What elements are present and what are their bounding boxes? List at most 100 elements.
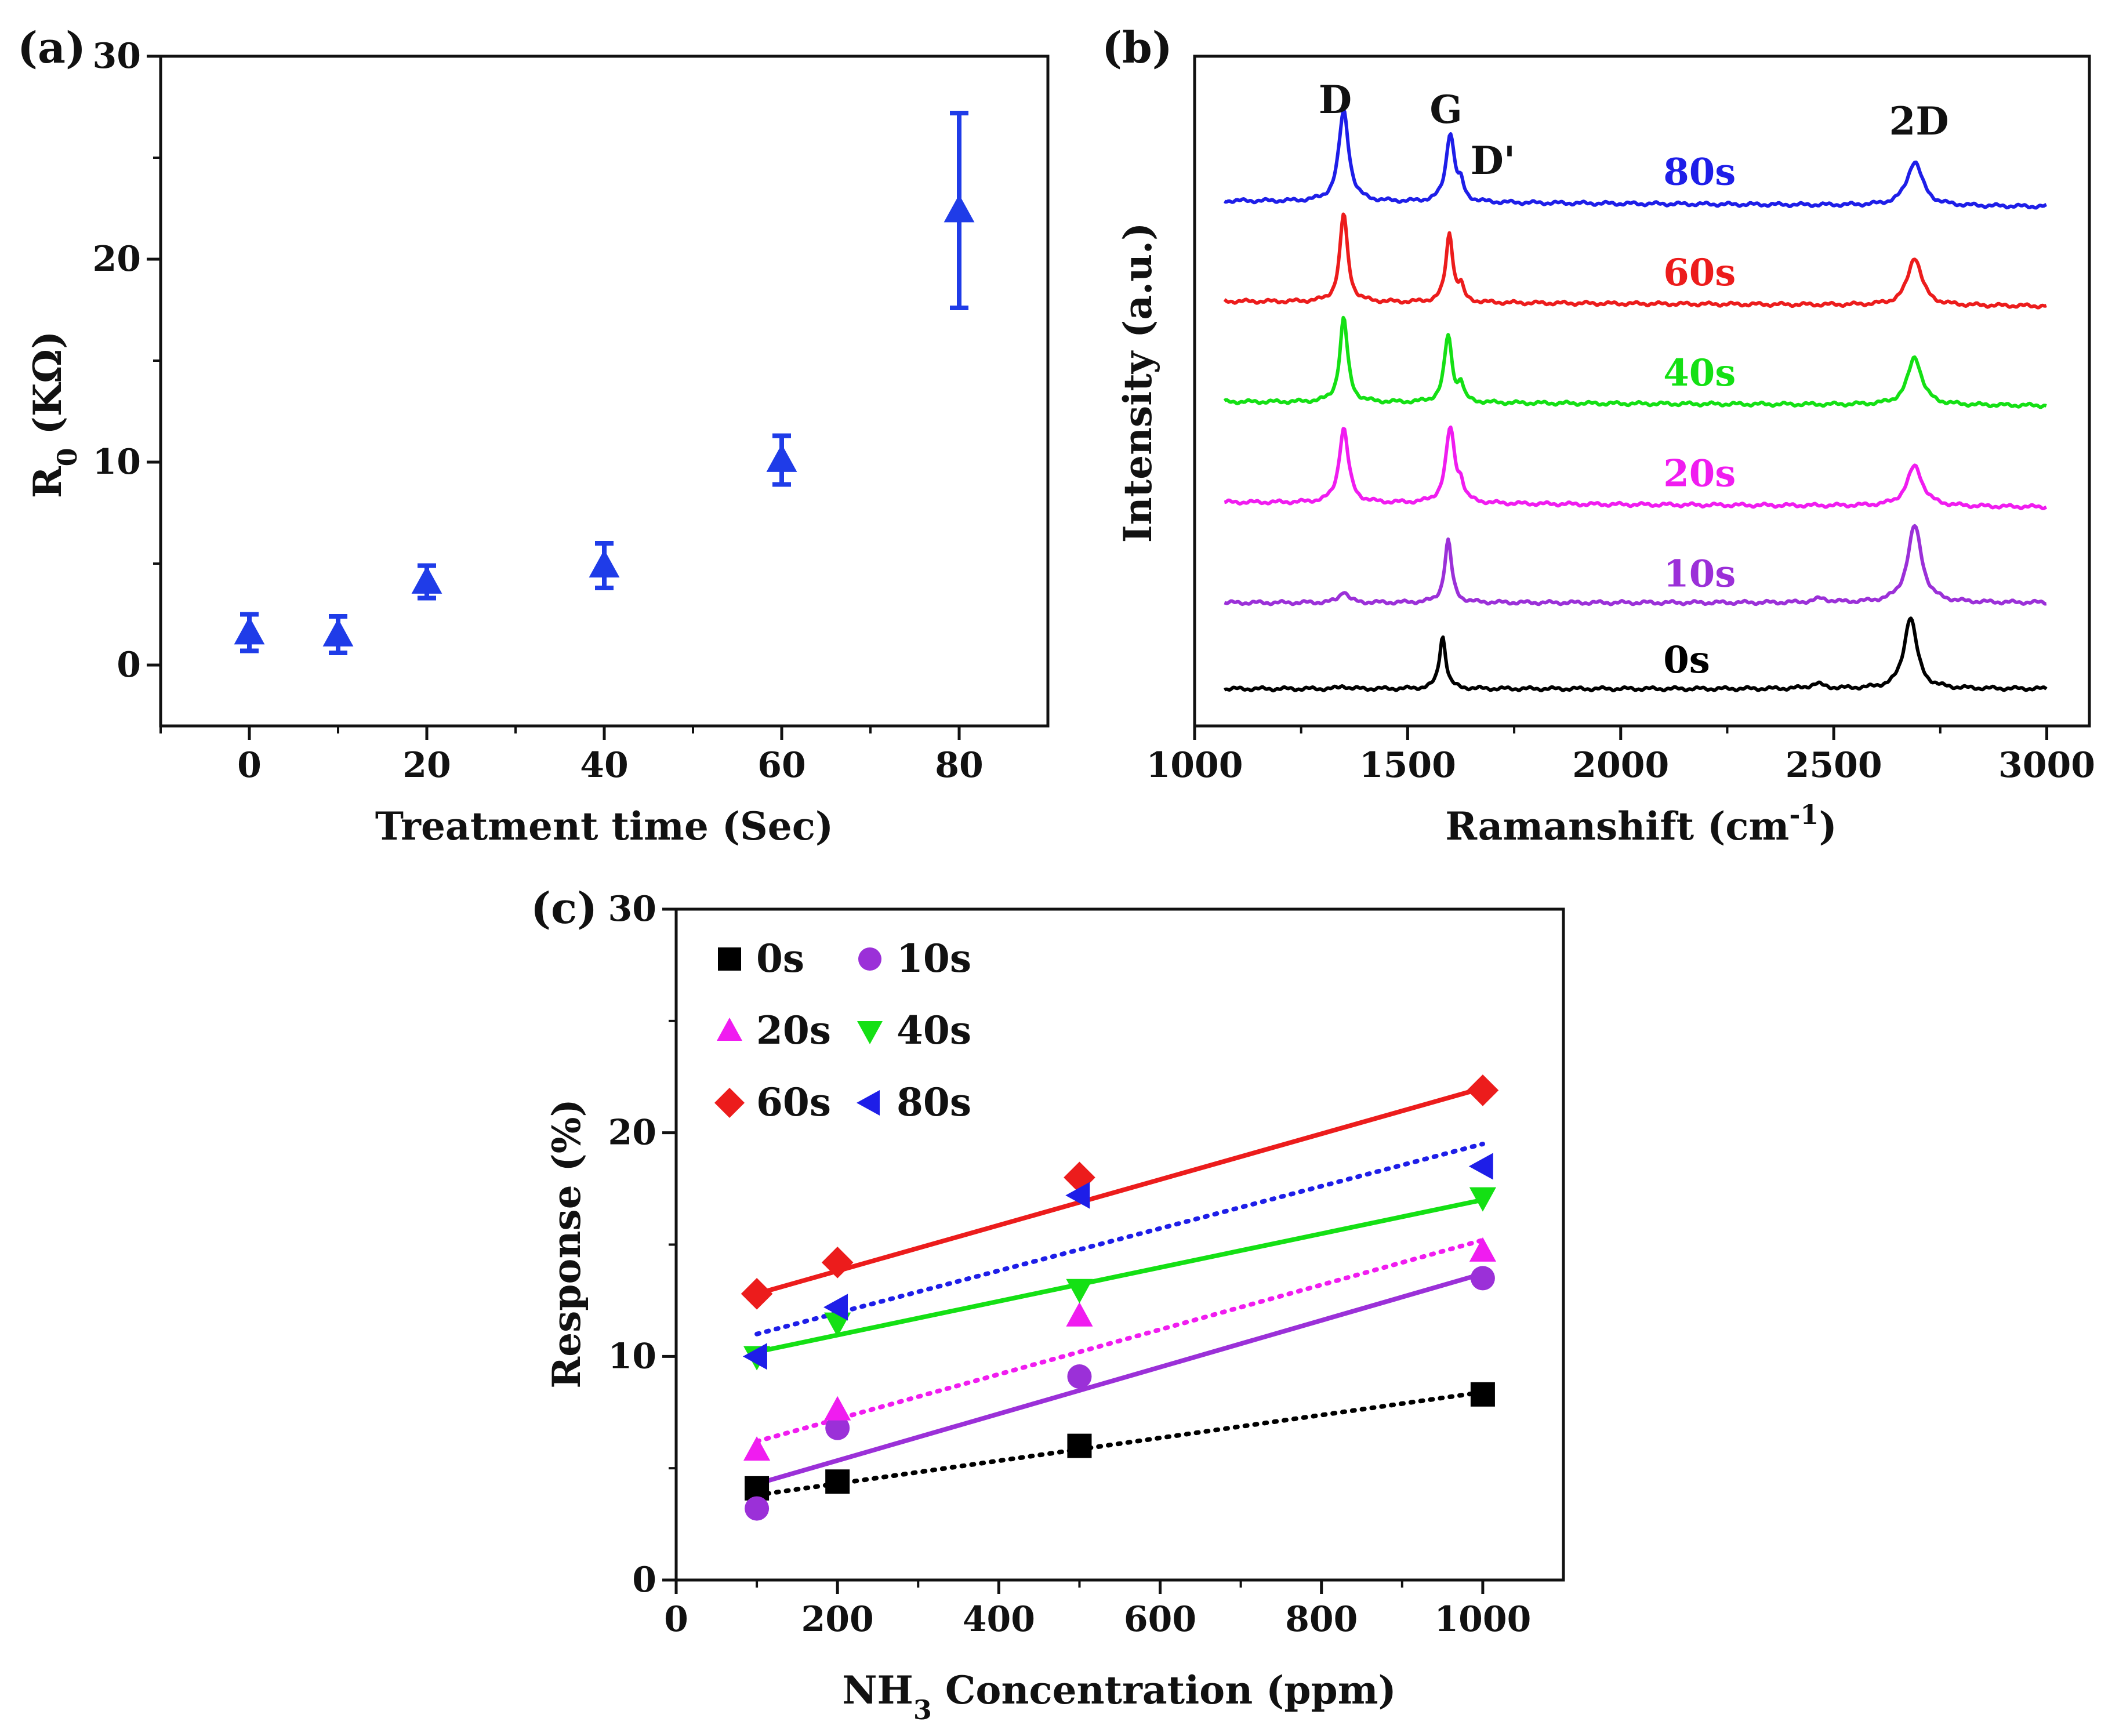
- panel-c-legend-marker: [857, 1021, 883, 1044]
- panel-a-y-tick-label: 10: [93, 442, 141, 482]
- panel-a-y-title: R0 (KΩ): [25, 331, 83, 498]
- panel-c-point-60s: [821, 1247, 854, 1279]
- panel-a-y-title-rest: (KΩ): [25, 331, 70, 448]
- panel-c-point-0s: [825, 1469, 850, 1494]
- panel-c-x-tick-label: 600: [1124, 1599, 1196, 1640]
- panel-a-x-tick-label: 40: [580, 745, 629, 786]
- panel-a-point: [589, 549, 620, 578]
- panel-a-frame: [159, 55, 1050, 728]
- panel-b-peak-label: D: [1319, 77, 1352, 122]
- panel-c-point-20s: [743, 1436, 771, 1461]
- panel-c-x-title: NH3 Concentration (ppm): [842, 1668, 1396, 1726]
- panel-c-legend-label: 80s: [897, 1080, 971, 1125]
- panel-b-x-tick-label: 1500: [1359, 745, 1456, 786]
- panel-b-trace-label: 0s: [1663, 638, 1710, 682]
- panel-c-point-20s: [1066, 1302, 1093, 1327]
- panel-c-point-10s: [745, 1496, 770, 1521]
- panel-b-trace-0s: [1224, 616, 2048, 693]
- panel-a-ticks: 0 20 40 60 80 0 10 20 30: [93, 36, 984, 786]
- panel-c-x-tick-label: 0: [664, 1599, 688, 1640]
- panel-c-x-tick-label: 1000: [1434, 1599, 1531, 1640]
- panel-b-x-tick-label: 3000: [1998, 745, 2095, 786]
- panel-b-peak-label: 2D: [1889, 99, 1949, 144]
- panel-a-x-title: Treatment time (Sec): [375, 804, 833, 849]
- panel-b-x-title: Ramanshift (cm-1): [1445, 799, 1837, 849]
- panel-c-x-tick-label: 200: [801, 1599, 874, 1640]
- panel-c-y-tick-label: 20: [608, 1113, 657, 1153]
- panel-a-point: [944, 194, 975, 223]
- panel-b-frame: [1193, 55, 2091, 728]
- panel-c-legend-label: 20s: [756, 1008, 831, 1053]
- panel-c-legend-label: 0s: [756, 936, 804, 981]
- panel-c-x-title-sub: 3: [913, 1694, 932, 1726]
- panel-c-point-80s: [1065, 1182, 1090, 1209]
- panel-a-y-tick-label: 0: [117, 645, 141, 685]
- panel-c-fit-line-0s: [754, 1390, 1485, 1498]
- panel-c-marks: [741, 1074, 1499, 1521]
- panel-b-label: (b): [1102, 23, 1173, 73]
- panel-c-fit-line-60s: [756, 1085, 1483, 1296]
- panel-b-ticks: 1000 1500 2000 2500 3000: [1146, 726, 2095, 786]
- panel-c-legend-marker: [717, 1018, 742, 1041]
- panel-b-x-title-end: ): [1819, 804, 1837, 849]
- panel-a-y-title-sub: 0: [52, 448, 83, 466]
- panel-c-fit-line-40s: [756, 1197, 1483, 1354]
- panel-c-point-40s: [824, 1312, 851, 1337]
- panel-c-point-10s: [825, 1415, 850, 1440]
- panel-b-trace-label: 10s: [1663, 553, 1736, 596]
- panel-c-fit-line-10s: [756, 1271, 1484, 1487]
- panel-a-x-tick-label: 60: [757, 745, 806, 786]
- panel-c-legend-marker: [718, 947, 741, 971]
- panel-c-fit-line-80s: [754, 1141, 1485, 1336]
- panel-a-point: [411, 565, 442, 594]
- panel-b-trace-label: 60s: [1663, 251, 1736, 295]
- panel-c-legend-marker: [714, 1088, 745, 1118]
- panel-a-x-tick-label: 0: [237, 745, 262, 786]
- panel-c-x-tick-label: 800: [1285, 1599, 1358, 1640]
- panel-b: (b) 1000 1500 2000 2500 3000 0s 10s 20s 40s 60s 8…: [1102, 23, 2095, 849]
- panel-b-x-tick-label: 2000: [1572, 745, 1669, 786]
- panel-c-y-tick-label: 10: [608, 1336, 657, 1377]
- panel-c-point-80s: [1468, 1153, 1493, 1180]
- panel-b-trace-label: 40s: [1663, 351, 1736, 395]
- panel-c-legend-label: 10s: [897, 936, 971, 981]
- panel-c-x-title-rest: Concentration (ppm): [932, 1668, 1396, 1713]
- panel-b-y-title: Intensity (a.u.): [1115, 223, 1160, 543]
- panel-c-point-0s: [1067, 1433, 1092, 1458]
- panel-b-x-title-main: Ramanshift (cm: [1445, 804, 1789, 849]
- panel-c-y-title: Response (%): [544, 1099, 589, 1388]
- panel-c-legend-marker: [858, 947, 881, 971]
- panel-c-point-60s: [741, 1278, 773, 1310]
- panel-c-label: (c): [531, 884, 597, 934]
- panel-c-point-20s: [1469, 1237, 1497, 1262]
- panel-b-peak-label: G: [1429, 87, 1462, 132]
- panel-c-point-10s: [1067, 1364, 1092, 1389]
- panel-b-x-title-sup: -1: [1789, 799, 1819, 830]
- panel-b-trace-10s: [1224, 524, 2047, 606]
- panel-c-point-0s: [1470, 1382, 1495, 1407]
- panel-a-point: [766, 444, 797, 472]
- panel-c-legend-label: 40s: [897, 1008, 971, 1053]
- panel-a-y-tick-label: 20: [93, 239, 141, 279]
- panel-a-point: [322, 618, 354, 647]
- panel-c-point-80s: [742, 1343, 767, 1370]
- panel-b-trace-20s: [1224, 425, 2048, 510]
- panel-c-point-20s: [824, 1396, 851, 1421]
- panel-c-point-60s: [1467, 1074, 1499, 1106]
- panel-c-x-title-main: NH: [842, 1668, 913, 1713]
- panel-a-x-tick-label: 80: [935, 745, 984, 786]
- panel-c-y-tick-label: 0: [632, 1560, 656, 1600]
- panel-a-label: (a): [17, 23, 86, 73]
- panel-c-x-tick-label: 400: [963, 1599, 1035, 1640]
- panel-b-marks: 0s 10s 20s 40s 60s 80s D GD' 2D: [1223, 77, 2048, 693]
- panel-a-y-tick-label: 30: [93, 36, 141, 77]
- panel-b-trace-label: 80s: [1663, 151, 1736, 194]
- panel-b-trace-80s: [1224, 108, 2047, 210]
- panel-b-x-tick-label: 2500: [1786, 745, 1882, 786]
- panel-c-legend-label: 60s: [756, 1080, 831, 1125]
- panel-c-y-tick-label: 30: [608, 889, 657, 929]
- panel-a-x-tick-label: 20: [402, 745, 451, 786]
- panel-c-fit-line-20s: [754, 1237, 1485, 1444]
- panel-a: (a) 0 20 40 60 80 0 10 20 30 Treatment time (Sec…: [17, 23, 1050, 849]
